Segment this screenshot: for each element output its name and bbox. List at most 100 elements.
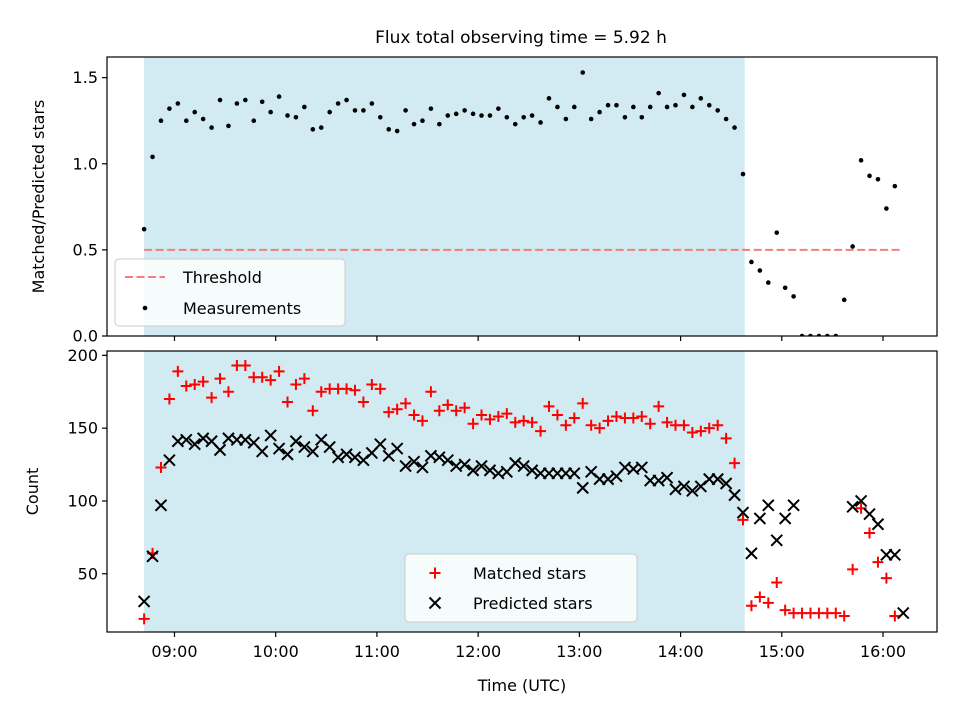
data-point xyxy=(745,547,758,560)
data-point xyxy=(222,386,234,398)
data-point xyxy=(715,108,720,113)
data-point xyxy=(594,422,606,434)
data-point xyxy=(543,400,555,412)
bottom-axes-frame xyxy=(106,350,938,633)
data-point xyxy=(737,514,749,526)
data-point xyxy=(585,419,597,431)
data-point xyxy=(450,405,462,417)
series-predicted-stars xyxy=(137,429,910,620)
data-point xyxy=(369,101,375,106)
data-point xyxy=(660,471,674,484)
data-point xyxy=(302,104,307,110)
data-point xyxy=(484,413,496,425)
data-point xyxy=(580,70,586,75)
legend-predicted-swatch xyxy=(428,596,442,610)
data-point xyxy=(243,97,248,103)
data-point xyxy=(588,116,594,122)
data-point xyxy=(290,378,302,390)
data-point xyxy=(884,206,889,211)
data-point xyxy=(298,373,310,385)
data-point xyxy=(340,448,353,461)
data-point xyxy=(374,437,387,451)
legend-label: Measurements xyxy=(183,299,301,318)
data-point xyxy=(458,458,471,471)
data-point xyxy=(467,418,479,430)
data-point xyxy=(366,378,378,390)
data-point xyxy=(377,114,383,120)
y-tick-label: 150 xyxy=(67,419,98,438)
data-point xyxy=(138,613,150,625)
y-tick-label: 1.5 xyxy=(73,68,98,87)
data-point xyxy=(546,96,552,101)
data-point xyxy=(416,415,428,427)
data-point xyxy=(459,402,471,414)
data-point xyxy=(864,527,876,539)
data-point xyxy=(172,365,184,377)
data-point xyxy=(847,563,859,575)
data-point xyxy=(872,556,884,568)
data-point xyxy=(889,610,901,622)
data-point xyxy=(664,104,670,110)
data-point xyxy=(791,294,796,299)
data-point xyxy=(391,403,403,415)
data-point xyxy=(282,396,294,408)
data-point xyxy=(754,591,766,603)
data-point xyxy=(690,104,695,110)
data-point xyxy=(180,380,192,392)
data-point xyxy=(383,406,395,418)
data-point xyxy=(289,435,303,448)
series-matched-stars xyxy=(138,360,901,625)
data-point xyxy=(192,109,198,115)
data-point xyxy=(318,125,324,130)
bottom-points xyxy=(137,360,910,625)
data-point xyxy=(745,600,757,612)
data-point xyxy=(720,432,732,444)
data-point xyxy=(871,518,885,531)
data-point xyxy=(200,116,206,122)
legend-label: Predicted stars xyxy=(473,594,593,613)
legend-label: Matched stars xyxy=(473,564,586,583)
data-point xyxy=(686,427,698,439)
data-point xyxy=(766,280,771,285)
data-point xyxy=(293,114,299,120)
x-tick-label: 16:00 xyxy=(860,642,906,661)
data-point xyxy=(285,113,290,118)
data-point xyxy=(276,94,282,99)
data-point xyxy=(327,109,332,115)
data-point xyxy=(774,230,780,235)
data-point xyxy=(610,411,622,423)
data-point xyxy=(403,108,408,113)
data-point xyxy=(518,415,530,427)
y-tick-label: 200 xyxy=(67,346,98,365)
data-point xyxy=(501,408,513,420)
data-point xyxy=(420,118,425,124)
x-tick-label: 12:00 xyxy=(455,642,501,661)
data-point xyxy=(281,448,294,461)
data-point xyxy=(560,419,572,431)
data-point xyxy=(897,606,910,620)
data-point xyxy=(265,374,277,386)
data-point xyxy=(681,92,687,98)
data-point xyxy=(892,183,898,189)
data-point xyxy=(568,467,581,480)
data-point xyxy=(137,595,151,608)
data-point xyxy=(386,127,392,132)
data-point xyxy=(348,451,362,464)
data-point xyxy=(331,451,345,464)
data-point xyxy=(846,500,859,513)
data-point xyxy=(433,451,446,464)
data-point xyxy=(770,534,783,547)
data-point xyxy=(757,268,763,273)
data-point xyxy=(214,373,226,385)
x-tick-label: 11:00 xyxy=(354,642,400,661)
data-point xyxy=(268,109,273,115)
y-tick-label: 50 xyxy=(78,564,98,583)
data-point xyxy=(787,499,800,512)
data-point xyxy=(555,104,560,110)
data-point xyxy=(656,90,661,96)
data-point xyxy=(335,101,341,106)
data-point xyxy=(571,104,577,110)
data-point xyxy=(551,409,563,421)
data-point xyxy=(673,102,678,108)
